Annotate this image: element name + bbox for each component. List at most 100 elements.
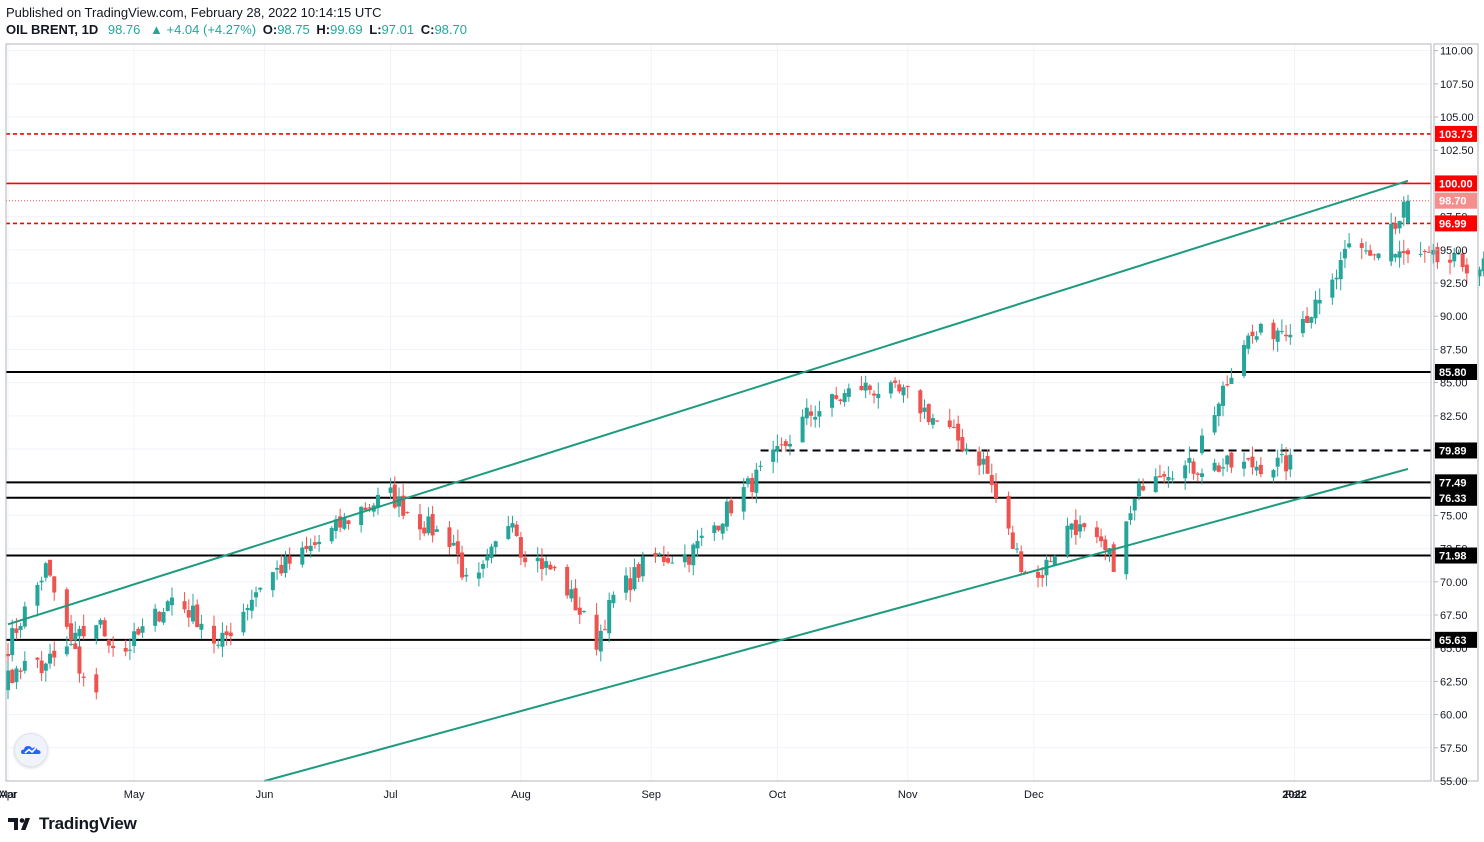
candle-body — [460, 552, 465, 578]
candle-body — [102, 620, 107, 637]
candle-body — [1187, 457, 1192, 463]
candle-body — [216, 644, 221, 646]
candle-body — [539, 558, 544, 570]
candle-body — [918, 390, 923, 414]
candle-body — [872, 393, 877, 396]
candle-body — [1271, 470, 1276, 478]
candle-body — [1313, 299, 1318, 319]
candle-body — [199, 623, 204, 630]
candle-body — [1406, 200, 1410, 224]
candle-body — [1431, 249, 1436, 255]
candle-body — [1069, 523, 1074, 530]
candle-body — [1254, 336, 1259, 340]
price-badge-label: 96.99 — [1439, 218, 1467, 230]
candle-body — [418, 514, 423, 530]
candle-body — [581, 611, 586, 613]
candle-body — [1048, 560, 1053, 562]
candle-body — [653, 552, 658, 557]
low-label: L: — [369, 22, 382, 37]
candle-body — [1199, 435, 1204, 454]
candle-body — [989, 475, 994, 485]
candle-body — [14, 628, 19, 633]
candle-body — [682, 554, 687, 563]
candle-body — [359, 506, 364, 526]
price-axis[interactable]: 55.0057.5060.0062.5065.0067.5070.0072.50… — [1434, 46, 1474, 788]
candle-body — [1460, 253, 1465, 268]
candle-body — [1418, 253, 1423, 255]
candle-body — [1258, 323, 1263, 333]
price-badge — [1435, 474, 1477, 491]
candle-body — [1300, 319, 1305, 334]
candle-body — [905, 385, 910, 388]
candle-body — [388, 487, 393, 493]
candle-body — [106, 639, 111, 646]
candle-body — [434, 529, 439, 532]
candle-body — [754, 469, 759, 493]
price-badge-label: 71.98 — [1439, 551, 1467, 563]
candle-body — [333, 519, 338, 532]
candle-body — [1199, 473, 1204, 477]
candle-body — [666, 558, 671, 563]
candle-body — [73, 643, 78, 649]
price-axis-frame — [1433, 43, 1479, 782]
candle-body — [123, 647, 128, 652]
published-note: Published on TradingView.com, February 2… — [6, 5, 382, 20]
candle-body — [729, 500, 734, 514]
candle-body — [1170, 478, 1175, 480]
candle-body — [611, 594, 616, 604]
candle-body — [1221, 385, 1226, 406]
candle-body — [1368, 250, 1373, 256]
candle-body — [1212, 415, 1217, 433]
candle-body — [594, 614, 599, 650]
symbol-legend: OIL BRENT, 1D 98.76 ▲ +4.04 (+4.27%) O:9… — [6, 22, 467, 37]
candle-body — [745, 478, 750, 485]
candle-body — [1427, 251, 1432, 253]
candle-body — [687, 556, 692, 565]
tradingview-brand[interactable]: TradingView — [39, 814, 137, 833]
candle-body — [724, 501, 729, 527]
time-axis[interactable]: MarAprMayJunJulAugSepOctNovDec2022Feb21 — [0, 789, 1484, 801]
candle-body — [1389, 223, 1394, 262]
candle-body — [308, 545, 313, 552]
candle-body — [1275, 330, 1280, 342]
price-badge-label: 77.49 — [1439, 477, 1467, 489]
candle-body — [489, 546, 494, 558]
symbol-name[interactable]: OIL BRENT, 1D — [6, 22, 99, 37]
candle-body — [1422, 251, 1427, 253]
candle-body — [1464, 264, 1469, 274]
candle-body — [716, 525, 721, 531]
time-tick-label: Apr — [0, 789, 17, 801]
time-tick-label: May — [124, 789, 145, 801]
candle-body — [455, 541, 460, 554]
candle-body — [1052, 555, 1057, 566]
candle-body — [1212, 462, 1217, 471]
time-tick-label: 2022 — [1282, 789, 1306, 801]
candle-body — [800, 416, 805, 443]
candle-body — [577, 607, 582, 615]
tradingview-badge[interactable] — [14, 733, 48, 767]
candle-body — [1275, 457, 1280, 467]
candle-body — [1338, 259, 1343, 280]
candle-body — [1342, 248, 1347, 259]
candle-body — [43, 563, 48, 578]
tradingview-logo-icon[interactable] — [8, 816, 34, 832]
candle-body — [493, 541, 498, 548]
level-price-labels: 103.73 100.00 96.99 85.80 79.89 77.49 76.33 71.… — [1435, 125, 1477, 648]
candle-body — [863, 382, 868, 391]
candle-body — [1082, 523, 1087, 528]
open-value: 98.75 — [277, 22, 310, 37]
price-badge-label: 79.89 — [1439, 445, 1467, 457]
candle-body — [77, 628, 82, 637]
candle-body — [165, 601, 170, 611]
candle-body — [514, 524, 519, 537]
price-tick-label: 67.50 — [1440, 610, 1468, 622]
chart-frame — [5, 43, 1479, 782]
candle-body — [69, 643, 74, 645]
last-price: 98.76 — [107, 22, 141, 37]
candle-body — [859, 385, 864, 391]
time-tick-label: Aug — [511, 789, 531, 801]
candle-body — [775, 446, 780, 452]
candle-body — [1279, 331, 1284, 333]
candle-body — [363, 507, 368, 511]
